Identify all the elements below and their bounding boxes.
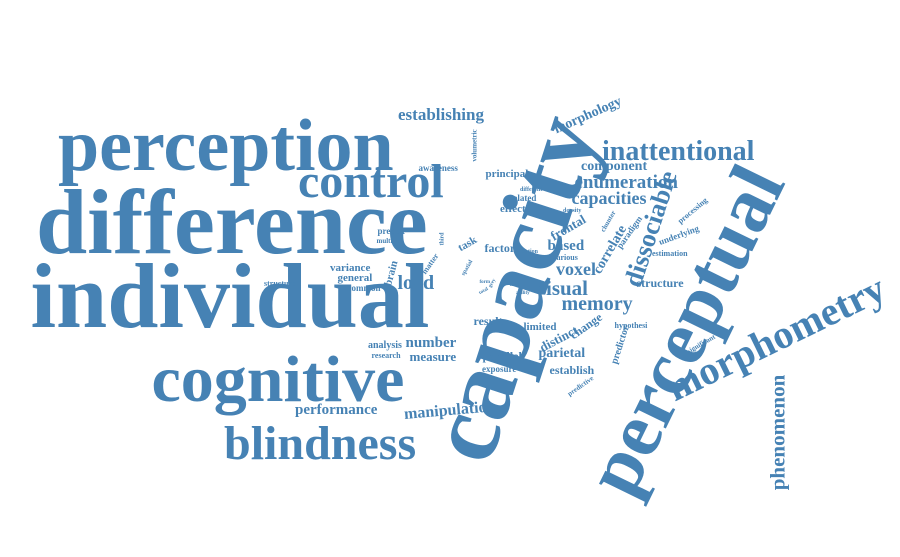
- word-cognitive: cognitive: [151, 343, 405, 416]
- word-individual: individual: [30, 245, 430, 347]
- word-perception: perception: [58, 105, 394, 187]
- word-component: component: [581, 159, 648, 174]
- word-establishing: establishing: [398, 104, 484, 124]
- word-performance: performance: [295, 401, 378, 418]
- word-establish: establish: [549, 363, 595, 377]
- word-factor: factor: [484, 241, 516, 255]
- word-limit: limit: [510, 282, 520, 288]
- word-common: common: [347, 282, 381, 293]
- word-estimation: estimation: [652, 249, 688, 258]
- word-parietal: parietal: [538, 346, 586, 361]
- word-phenomenon: phenomenon: [765, 374, 790, 490]
- word-density: density: [563, 208, 582, 214]
- word-structure: structure: [636, 276, 684, 290]
- word-variance: variance: [330, 261, 371, 274]
- word-result: result: [473, 314, 503, 328]
- word-parallel: parallel: [482, 349, 522, 363]
- word-form: form: [479, 279, 491, 285]
- word-predict: predict: [377, 225, 405, 236]
- word-voxel: voxel: [556, 259, 596, 279]
- word-research: research: [371, 351, 401, 360]
- word-limited: limited: [523, 320, 557, 333]
- word-control: control: [298, 155, 444, 208]
- word-enumeration: enumeration: [574, 171, 678, 193]
- word-structural: structural: [264, 279, 299, 288]
- word-related: related: [509, 192, 537, 203]
- word-visual: visual: [535, 275, 589, 300]
- word-number: number: [405, 334, 457, 351]
- word-motion: motion: [520, 249, 538, 255]
- word-ability: ability: [516, 290, 530, 296]
- word-hypothesi: hypothesi: [614, 321, 648, 330]
- word-awareness: awareness: [418, 162, 458, 173]
- word-general: general: [337, 271, 373, 284]
- word-blindness: blindness: [224, 417, 417, 470]
- word-third: third: [439, 232, 446, 246]
- word-different: different: [520, 187, 543, 193]
- word-volumetric: volumetric: [470, 128, 479, 162]
- word-multiple: multiple: [376, 236, 402, 245]
- word-change: change: [567, 309, 605, 343]
- word-predictive: predictive: [566, 373, 596, 398]
- word-exposure: exposure: [482, 363, 517, 374]
- word-based: based: [547, 237, 585, 254]
- word-principal: principal: [485, 167, 529, 180]
- word-various: various: [552, 253, 578, 262]
- word-difference: difference: [36, 171, 428, 273]
- word-capacities: capacities: [571, 188, 647, 208]
- word-measure: measure: [409, 348, 457, 364]
- word-load: load: [397, 272, 435, 294]
- word-effect: effect: [500, 202, 526, 215]
- word-inattentional: inattentional: [602, 136, 755, 167]
- word-memory: memory: [561, 293, 633, 315]
- word-analysis: analysis: [368, 340, 402, 351]
